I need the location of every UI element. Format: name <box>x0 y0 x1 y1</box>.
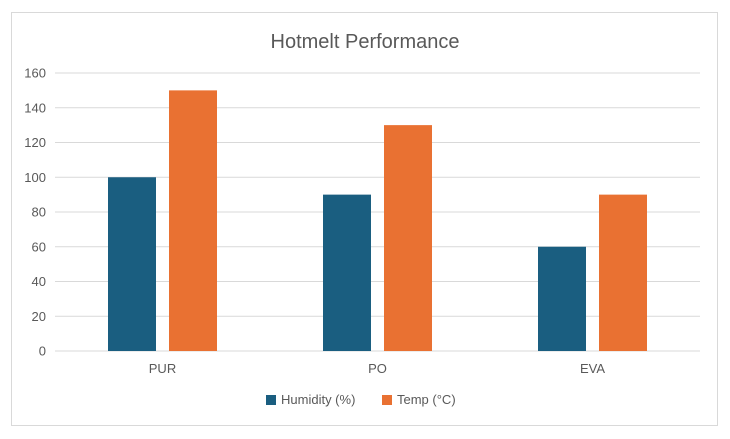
y-tick-label: 100 <box>24 170 46 185</box>
y-tick-label: 160 <box>24 66 46 81</box>
y-tick-label: 20 <box>32 309 46 324</box>
y-tick-label: 40 <box>32 274 46 289</box>
y-tick-label: 140 <box>24 100 46 115</box>
x-tick-label: PO <box>368 361 387 376</box>
chart-title: Hotmelt Performance <box>271 31 460 53</box>
y-tick-label: 120 <box>24 135 46 150</box>
y-tick-label: 80 <box>32 205 46 220</box>
bar-eva-series-1 <box>599 194 647 351</box>
y-tick-label: 60 <box>32 239 46 254</box>
bar-po-series-0 <box>323 194 371 351</box>
bar-po-series-1 <box>384 125 432 351</box>
legend-swatch <box>266 395 276 405</box>
y-tick-label: 0 <box>39 344 46 359</box>
bars <box>108 90 647 351</box>
bar-pur-series-1 <box>169 90 217 351</box>
y-axis: 0 20 40 60 80 100 120 140 160 <box>24 66 46 359</box>
legend-swatch <box>382 395 392 405</box>
bar-eva-series-0 <box>538 246 586 351</box>
x-tick-label: EVA <box>580 361 605 376</box>
legend-label: Temp (°C) <box>397 392 456 407</box>
gridlines <box>55 72 700 352</box>
legend-label: Humidity (%) <box>281 392 355 407</box>
bar-pur-series-0 <box>108 177 156 351</box>
legend: Humidity (%) Temp (°C) <box>266 392 456 407</box>
x-tick-label: PUR <box>149 361 176 376</box>
x-axis: PUR PO EVA <box>149 361 606 376</box>
